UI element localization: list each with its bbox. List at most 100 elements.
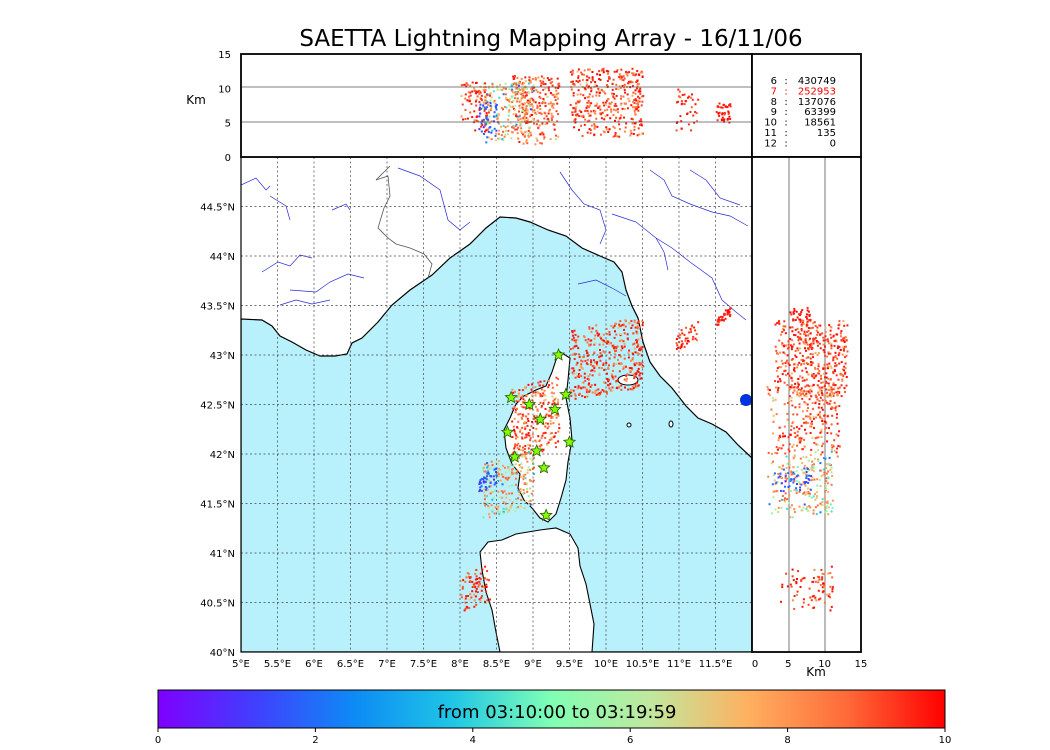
lon-tick-label: 5.5°E [264,659,291,670]
lightning-sources-lon-alt [460,67,732,146]
station-count-sep: : [784,138,787,149]
lon-tick-label: 5°E [232,659,250,670]
station-count-value: 430749 [798,76,836,87]
lat-tick-label: 40°N [210,648,235,659]
colorbar-tick-label: 8 [784,735,790,746]
station-count-value: 18561 [804,118,836,129]
station-star-icon [548,402,562,416]
station-star-icon [529,443,544,457]
station-star-icon [533,412,547,426]
lightning-sources-alt-lat [766,306,849,612]
right-panel-frame [751,156,862,653]
giglio-island [668,420,674,428]
colorbar-label: from 03:10:00 to 03:19:59 [438,702,677,723]
lightning-cluster-top [675,88,700,132]
station-star-icon [551,347,566,361]
lon-tick-label: 6.5°E [337,659,364,670]
altitude-lon-panel [241,54,752,157]
lightning-cluster-right [767,450,834,519]
station-star-icon [522,397,537,411]
lon-tick-label: 9.5°E [556,659,583,670]
station-count-stations: 10 [764,118,777,129]
lightning-cluster-top [460,81,491,133]
right-panel-xlabel: Km [806,665,826,679]
colorbar [157,689,946,729]
lightning-cluster-map [481,450,535,519]
station-count-stations: 11 [764,128,777,139]
station-count-value: 252953 [798,86,836,97]
station-count-row: 7:252953 [771,86,836,97]
lon-tick-label: 9°E [524,659,542,670]
lightning-cluster-map [675,321,700,350]
lat-tick-label: 42°N [210,450,235,461]
lon-tick-label: 8°E [451,659,469,670]
station-count-stations: 7 [771,86,777,97]
lma-stations [500,347,577,522]
lat-tick-label: 43.5°N [200,302,235,313]
station-count-row: 9: 63399 [771,107,836,118]
counts-frame [751,53,862,158]
lightning-cluster-map [715,306,732,327]
station-count-stations: 8 [771,97,777,108]
lon-tick-label: 11.5°E [699,659,733,670]
lightning-cluster-map [511,376,561,458]
axis-tick-labels: 5°E 5.5°E 6°E 6.5°E 7°E 7.5°E 8°E 8.5°E 9°E 9.5°E… [200,50,867,670]
station-star-icon [539,508,553,522]
lon-tick-label: 11°E [667,659,691,670]
station-star-icon [562,435,577,448]
station-count-value: 0 [830,138,836,149]
station-count-sep: : [784,97,787,108]
map-grid [241,157,752,652]
top-alt-tick-label: 0 [225,153,231,164]
right-alt-tick-label: 10 [818,659,831,670]
colorbar-tick-label: 4 [470,735,476,746]
right-alt-tick-label: 0 [752,659,758,670]
lightning-cluster-right [780,565,834,612]
station-count-sep: : [784,86,787,97]
station-star-icon [537,460,551,474]
station-count-row: 11: 135 [764,128,836,139]
lon-tick-label: 6°E [305,659,323,670]
station-star-icon [504,390,518,404]
top-alt-tick-label: 10 [218,84,231,95]
lightning-cluster-top [569,67,645,138]
station-count-value: 135 [817,128,836,139]
lon-tick-label: 7.5°E [410,659,437,670]
lon-tick-label: 10.5°E [626,659,660,670]
station-counts: 6:4307497:2529538:1370769:6339910:185611… [764,76,836,149]
lightning-cluster-map [478,467,498,493]
map-panel [241,157,752,652]
colorbar-tick-label: 6 [627,735,633,746]
station-star-icon [559,387,573,401]
station-count-sep: : [784,128,787,139]
colorbar-tick-label: 0 [155,735,161,746]
lon-tick-label: 10°E [594,659,618,670]
station-count-row: 6:430749 [771,76,836,87]
lon-tick-label: 7°E [378,659,396,670]
lightning-cluster-map [460,565,491,612]
lightning-cluster-right [781,321,827,350]
station-count-value: 63399 [804,107,836,118]
chart-title: SAETTA Lightning Mapping Array - 16/11/0… [299,26,802,52]
lightning-cluster-top [478,102,498,139]
altitude-lat-panel [752,157,861,652]
station-count-stations: 12 [764,138,777,149]
right-alt-tick-label: 15 [855,659,868,670]
lightning-cluster-right [774,319,849,400]
right-alt-tick-label: 5 [785,659,791,670]
top-panel-ylabel: Km [186,93,206,107]
station-count-sep: : [784,118,787,129]
top-alt-tick-label: 5 [225,119,231,130]
station-count-row: 10: 18561 [764,118,836,129]
country-borders [375,165,433,279]
colorbar-ticks: 0 2 4 6 8 10 [155,728,951,746]
lightning-cluster-top [715,102,732,124]
lat-tick-label: 40.5°N [200,599,235,610]
station-star-icon [500,425,515,438]
lightning-cluster-right [766,376,841,458]
lightning-cluster-right [789,306,812,327]
colorbar-tick-label: 2 [312,735,318,746]
lightning-cluster-right [773,467,813,493]
lat-tick-label: 41°N [210,549,235,560]
